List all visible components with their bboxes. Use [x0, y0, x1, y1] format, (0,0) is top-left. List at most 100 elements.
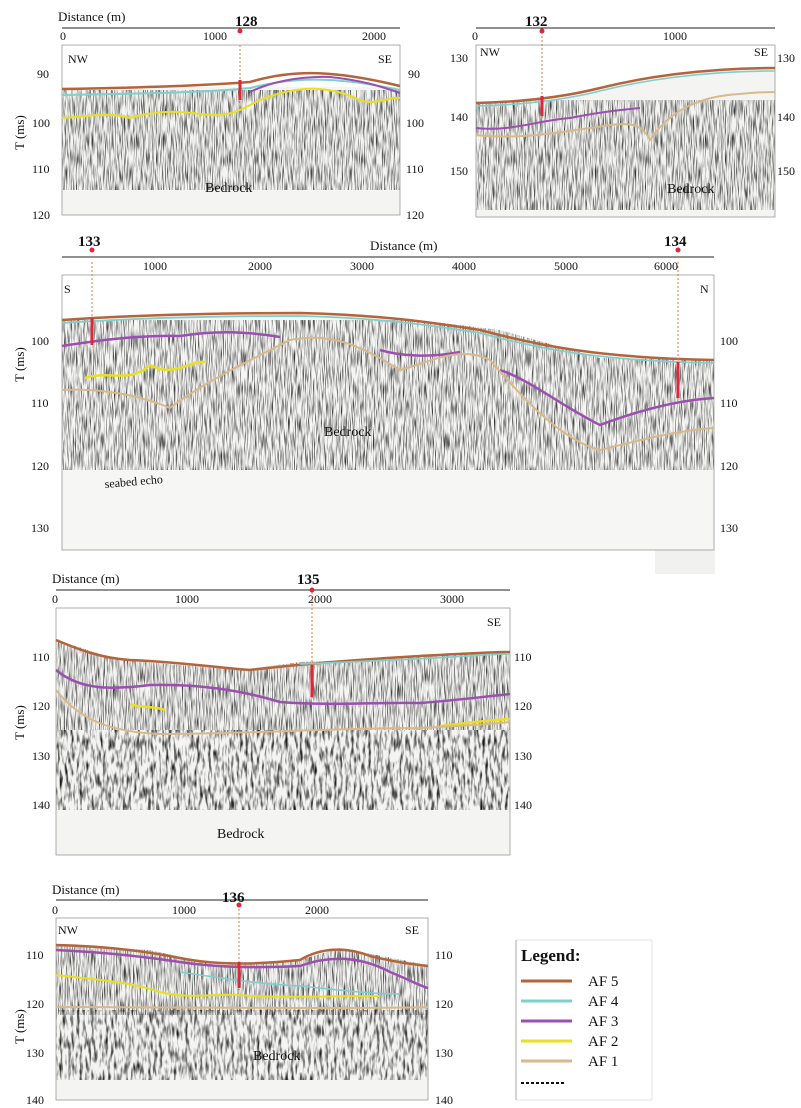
time-axis-label: T (ms) — [12, 115, 27, 150]
direction-left: NW — [480, 45, 501, 59]
y-tick: 120 — [26, 997, 44, 1011]
legend-item-af1: AF 1 — [521, 1054, 618, 1070]
y-tick: 110 — [26, 948, 44, 962]
y-tick: 130 — [450, 51, 468, 65]
site-label-134: 134 — [664, 234, 687, 250]
bedrock-label: Bedrock — [324, 425, 371, 440]
y-tick: 130 — [26, 1046, 44, 1060]
bedrock-label: Bedrock — [667, 182, 714, 197]
y-tick-right: 120 — [406, 208, 424, 222]
legend-item-af2: AF 2 — [521, 1034, 618, 1050]
panel-128: Distance (m) 0 1000 2000 128 NW SE Bedro… — [12, 9, 424, 222]
x-tick: 3000 — [350, 259, 374, 273]
direction-right: SE — [405, 923, 419, 937]
x-tick: 1000 — [663, 29, 687, 43]
y-tick-right: 90 — [408, 67, 420, 81]
legend-label: AF 3 — [588, 1014, 618, 1030]
site-label-133: 133 — [78, 234, 101, 250]
legend-item-af5: AF 5 — [521, 974, 618, 990]
y-tick-right: 130 — [435, 1046, 453, 1060]
y-tick: 120 — [32, 208, 50, 222]
direction-right: SE — [378, 52, 392, 66]
panel-136: Distance (m) 0 1000 2000 136 NW SE Bedro… — [12, 882, 453, 1107]
panel-135: Distance (m) 0 1000 2000 3000 135 SE Bed… — [12, 571, 532, 856]
y-tick: 120 — [31, 459, 49, 473]
y-tick-right: 120 — [435, 997, 453, 1011]
y-tick-right: 100 — [720, 334, 738, 348]
site-label-132: 132 — [525, 14, 548, 30]
direction-right: N — [700, 282, 709, 296]
y-tick: 100 — [32, 116, 50, 130]
site-label-136: 136 — [222, 890, 245, 906]
y-tick-right: 150 — [777, 164, 795, 178]
x-tick: 0 — [472, 29, 478, 43]
y-tick-right: 110 — [514, 650, 532, 664]
legend-item-af4: AF 4 — [521, 994, 619, 1010]
y-tick: 140 — [32, 798, 50, 812]
direction-right: SE — [754, 45, 768, 59]
direction-left: NW — [68, 52, 89, 66]
bedrock-label: Bedrock — [253, 1049, 300, 1064]
x-tick: 5000 — [554, 259, 578, 273]
legend: Legend: AF 5 AF 4 AF 3 AF 2 AF 1 — [515, 939, 653, 1101]
seabed-echo-label: seabed echo — [104, 472, 163, 491]
direction-left: NW — [58, 923, 79, 937]
x-tick: 3000 — [440, 592, 464, 606]
y-tick: 140 — [450, 110, 468, 124]
y-tick: 90 — [37, 67, 49, 81]
x-tick: 2000 — [305, 903, 329, 917]
y-tick-right: 110 — [406, 162, 424, 176]
panel-132: 0 1000 132 NW SE Bedrock 130 140 150 130… — [450, 14, 795, 218]
y-tick-right: 110 — [435, 948, 453, 962]
y-tick: 130 — [32, 749, 50, 763]
y-tick: 110 — [31, 396, 49, 410]
legend-title: Legend: — [521, 946, 581, 965]
y-tick: 140 — [26, 1093, 44, 1107]
legend-label: AF 2 — [588, 1034, 618, 1050]
x-tick: 0 — [52, 592, 58, 606]
legend-label: AF 1 — [588, 1054, 618, 1070]
bedrock-label: Bedrock — [217, 827, 264, 842]
y-tick: 120 — [32, 699, 50, 713]
site-label-135: 135 — [297, 572, 320, 588]
y-tick-right: 140 — [777, 110, 795, 124]
x-ticks: 0 1000 2000 — [60, 29, 386, 43]
time-axis-label: T (ms) — [12, 1009, 27, 1044]
distance-axis-label: Distance (m) — [52, 571, 120, 586]
y-tick: 110 — [32, 162, 50, 176]
x-tick: 2000 — [248, 259, 272, 273]
legend-label: AF 4 — [588, 994, 619, 1010]
time-axis-label: T (ms) — [12, 347, 27, 382]
distance-axis-label: Distance (m) — [58, 9, 126, 24]
y-tick-right: 120 — [720, 459, 738, 473]
x-tick: 2000 — [308, 592, 332, 606]
time-axis-label: T (ms) — [12, 705, 27, 740]
y-tick-right: 130 — [720, 521, 738, 535]
y-tick-right: 140 — [435, 1093, 453, 1107]
y-tick-right: 130 — [777, 51, 795, 65]
legend-item-af3: AF 3 — [521, 1014, 618, 1030]
y-tick: 100 — [31, 334, 49, 348]
site-label-128: 128 — [235, 14, 258, 30]
y-tick-right: 120 — [514, 699, 532, 713]
x-tick: 2000 — [362, 29, 386, 43]
y-tick-right: 130 — [514, 749, 532, 763]
y-tick-right: 110 — [720, 396, 738, 410]
direction-right: SE — [487, 615, 501, 629]
x-tick: 0 — [52, 903, 58, 917]
y-tick: 150 — [450, 164, 468, 178]
distance-axis-label: Distance (m) — [370, 238, 438, 253]
y-tick-right: 100 — [406, 116, 424, 130]
x-tick: 6000 — [654, 259, 678, 273]
x-tick: 1000 — [203, 29, 227, 43]
x-tick: 1000 — [175, 592, 199, 606]
x-tick: 0 — [60, 29, 66, 43]
x-tick: 4000 — [452, 259, 476, 273]
y-tick: 110 — [32, 650, 50, 664]
distance-axis-label: Distance (m) — [52, 882, 120, 897]
bedrock-label: Bedrock — [205, 181, 252, 196]
panel-133-134: Distance (m) 1000 2000 3000 4000 5000 60… — [12, 234, 738, 574]
x-tick: 1000 — [172, 903, 196, 917]
legend-label: AF 5 — [588, 974, 618, 990]
